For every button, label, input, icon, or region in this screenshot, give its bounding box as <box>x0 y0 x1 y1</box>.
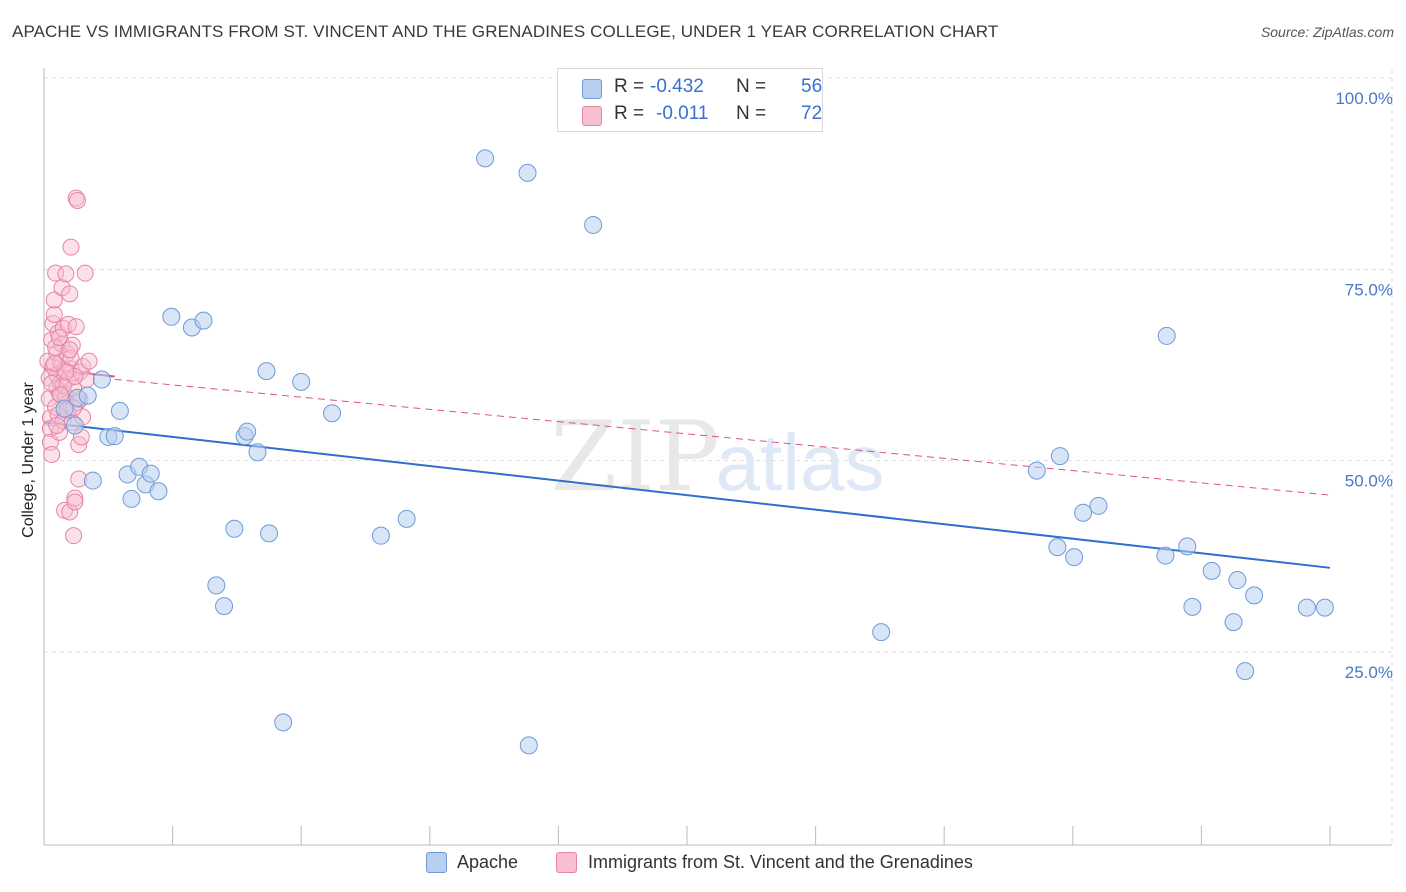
immigrants-point <box>43 446 61 464</box>
immigrants-legend-icon <box>556 852 577 873</box>
correlation-legend: R = -0.432 N = 56 R = -0.011 N = 72 <box>557 68 823 132</box>
immigrants-point <box>61 285 79 303</box>
apache-point <box>1156 546 1175 565</box>
apache-point <box>238 422 257 441</box>
immigrants-point <box>65 527 83 545</box>
apache-swatch-icon <box>582 79 602 99</box>
apache-legend-icon <box>426 852 447 873</box>
immigrants-point <box>50 423 68 441</box>
immigrants-point <box>76 264 94 282</box>
apache-point <box>1178 537 1197 556</box>
apache-point <box>257 362 276 381</box>
apache-point <box>194 311 213 330</box>
y-tick-label: 25.0% <box>1345 663 1393 682</box>
apache-point <box>1074 503 1093 522</box>
apache-point <box>1050 447 1069 466</box>
apache-point <box>1089 496 1108 515</box>
apache-point <box>65 416 84 435</box>
legend-r-label: R = <box>614 76 645 97</box>
apache-point <box>215 597 234 616</box>
apache-point <box>83 471 102 490</box>
apache-point <box>371 526 390 545</box>
legend-r-label: R = <box>614 103 645 124</box>
apache-point <box>1202 561 1221 580</box>
immigrants-point <box>57 363 75 381</box>
apache-point <box>584 215 603 234</box>
apache-point <box>105 427 124 446</box>
apache-point <box>248 443 267 462</box>
apache-point <box>78 386 97 405</box>
apache-point <box>1315 598 1334 617</box>
chart-title: APACHE VS IMMIGRANTS FROM ST. VINCENT AN… <box>12 22 999 41</box>
immigrants-point <box>68 191 86 209</box>
series-immigrants-points <box>39 189 98 545</box>
immigrants-point <box>50 328 68 346</box>
apache-point <box>476 149 495 168</box>
apache-point <box>149 482 168 501</box>
apache-point <box>872 623 891 642</box>
legend-n-label: N = <box>736 76 767 97</box>
immigrants-point <box>66 367 84 385</box>
apache-point <box>323 404 342 423</box>
apache-point <box>1183 597 1202 616</box>
apache-point <box>397 509 416 528</box>
immigrants-point <box>66 489 84 507</box>
apache-point <box>1297 598 1316 617</box>
apache-point <box>122 489 141 508</box>
legend-label-apache: Apache <box>457 852 519 872</box>
apache-point <box>1027 461 1046 480</box>
apache-point <box>55 399 74 418</box>
watermark-atlas: atlas <box>716 418 885 507</box>
legend-label-immigrants: Immigrants from St. Vincent and the Gren… <box>588 852 973 872</box>
apache-point <box>1157 326 1176 345</box>
apache-point <box>92 370 111 389</box>
apache-point <box>1048 538 1067 557</box>
immigrants-point <box>63 336 81 354</box>
immigrants-point <box>45 305 63 323</box>
apache-point <box>1228 571 1247 590</box>
series-legend: Apache Immigrants from St. Vincent and t… <box>0 852 1406 878</box>
apache-point <box>518 163 537 182</box>
chart-svg: ZIP atlas 25.0%50.0%75.0%100.0% 0.0%100.… <box>20 68 1393 846</box>
apache-point <box>274 713 293 732</box>
legend-n-value: 72 <box>801 103 823 124</box>
immigrants-point <box>66 493 84 511</box>
apache-point <box>162 307 181 326</box>
immigrants-point <box>45 354 63 372</box>
apache-point <box>292 372 311 391</box>
watermark-zip: ZIP <box>550 401 719 513</box>
apache-point <box>141 464 160 483</box>
apache-point <box>110 401 129 420</box>
source-label: Source: ZipAtlas.com <box>1260 24 1394 40</box>
y-tick-label: 100.0% <box>1335 89 1393 108</box>
apache-point <box>260 524 279 543</box>
immigrants-point <box>61 341 79 359</box>
immigrants-point <box>80 352 98 370</box>
apache-point <box>1236 662 1255 681</box>
immigrants-point <box>45 291 63 309</box>
legend-n-value: 56 <box>801 76 823 97</box>
apache-point <box>1245 586 1264 605</box>
immigrants-point <box>57 265 75 283</box>
series-apache-points <box>55 149 1334 755</box>
immigrants-point <box>48 416 66 434</box>
apache-point <box>225 519 244 538</box>
y-tick-labels: 25.0% 50.0% 75.0% 100.0% <box>1335 89 1393 682</box>
legend-r-value: -0.011 <box>656 103 709 124</box>
immigrants-point <box>43 374 61 392</box>
apache-point <box>1065 548 1084 567</box>
y-tick-label: 50.0% <box>1345 472 1393 491</box>
y-tick-label: 75.0% <box>1345 280 1393 299</box>
apache-point <box>519 736 538 755</box>
y-axis-label: College, Under 1 year <box>20 382 37 538</box>
legend-n-label: N = <box>736 103 767 124</box>
immigrants-point <box>44 315 62 333</box>
apache-point <box>207 576 226 595</box>
apache-point <box>1224 613 1243 632</box>
immigrants-swatch-icon <box>582 106 602 126</box>
legend-r-value: -0.432 <box>650 76 704 97</box>
immigrants-point <box>67 318 85 336</box>
immigrants-point <box>62 238 80 256</box>
